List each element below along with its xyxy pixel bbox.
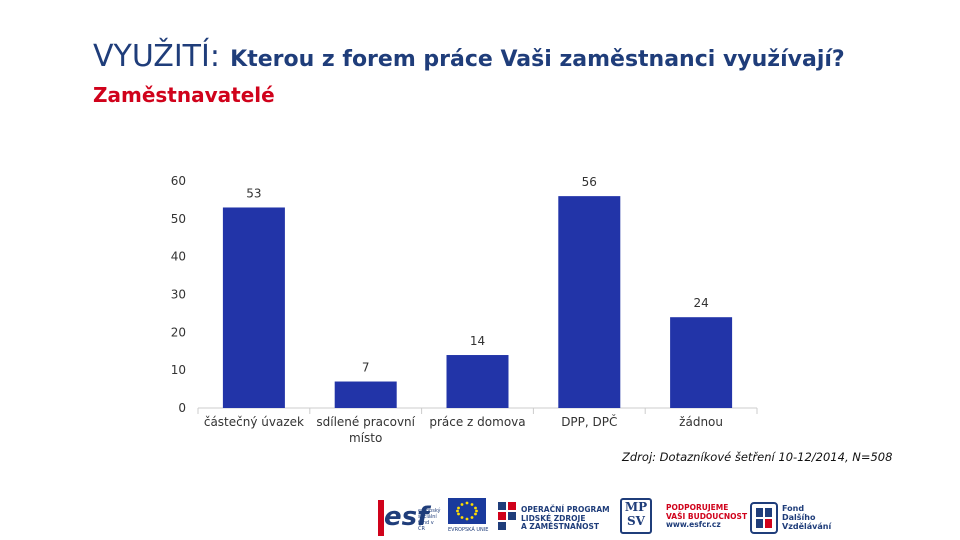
page-subtitle: Zaměstnavatelé (93, 83, 275, 107)
eu-logo: EVROPSKÁ UNIE (448, 498, 489, 538)
category-label: práce z domova (429, 415, 525, 429)
y-tick-label: 10 (171, 363, 186, 377)
source-note: Zdroj: Dotazníkové šetření 10-12/2014, N… (622, 450, 893, 464)
fdv-line3: Vzdělávání (782, 522, 832, 531)
mpsv-line1: MP (624, 500, 648, 514)
category-label: místo (349, 431, 382, 445)
eu-logo-text: EVROPSKÁ UNIE (448, 527, 489, 533)
title-question: Kterou z forem práce Vaši zaměstnanci vy… (230, 47, 845, 72)
mpsv-logo: MP SV (620, 498, 652, 534)
title-main: VYUŽITÍ: (93, 39, 220, 74)
y-tick-label: 50 (171, 212, 186, 226)
page-title: VYUŽITÍ: Kterou z forem práce Vaši zaměs… (93, 36, 845, 74)
category-label: sdílené pracovní (316, 415, 415, 429)
op-line2: LIDSKÉ ZDROJE (521, 513, 586, 523)
logo-strip: esf evropský sociální fond v ČR EVROPSKÁ… (378, 498, 848, 540)
category-label: částečný úvazek (204, 415, 304, 429)
slogan-url: www.esfcr.cz (666, 520, 721, 529)
slogan-line1: PODPORUJEME (666, 503, 729, 512)
esf-logo-subtext: evropský sociální fond v ČR (418, 508, 441, 532)
fdv-logo: Fond Dalšího Vzdělávání (750, 498, 840, 538)
esf-logo: esf evropský sociální fond v ČR (378, 498, 441, 538)
op-line3: A ZAMĚSTNANOST (521, 522, 600, 531)
data-label: 53 (246, 186, 261, 200)
data-label: 7 (362, 361, 370, 375)
category-label: DPP, DPČ (561, 414, 617, 429)
y-tick-label: 40 (171, 250, 186, 264)
esf-logo-text: esf (384, 502, 429, 532)
y-tick-label: 30 (171, 288, 186, 302)
bar (558, 196, 621, 408)
fdv-emblem-icon (750, 502, 778, 534)
fdv-line1: Fond (782, 504, 805, 513)
op-line1: OPERAČNÍ PROGRAM (521, 505, 610, 514)
category-label: žádnou (679, 415, 723, 429)
esf-red-bar-icon (378, 500, 384, 536)
bar (334, 381, 397, 408)
op-lzz-logo: OPERAČNÍ PROGRAM LIDSKÉ ZDROJE A ZAMĚSTN… (496, 498, 610, 538)
fdv-line2: Dalšího (782, 513, 816, 522)
data-label: 24 (693, 296, 708, 310)
bar (446, 355, 509, 408)
op-cube-icon (498, 502, 516, 530)
eu-flag-icon (448, 498, 486, 524)
data-label: 14 (470, 334, 485, 348)
bar-chart: 0 10 20 30 40 50 60 53 částečný úvazek 7 sdílené p… (171, 174, 758, 445)
slogan-line2: VAŠI BUDOUCNOST (666, 511, 748, 521)
bar (222, 207, 285, 408)
slogan-logo: PODPORUJEME VAŠI BUDOUCNOST www.esfcr.cz (666, 498, 748, 538)
bar (670, 317, 733, 408)
data-label: 56 (582, 175, 597, 189)
y-tick-label: 20 (171, 325, 186, 339)
y-tick-label: 60 (171, 174, 186, 188)
mpsv-line2: SV (627, 514, 645, 528)
y-tick-label: 0 (178, 401, 186, 415)
